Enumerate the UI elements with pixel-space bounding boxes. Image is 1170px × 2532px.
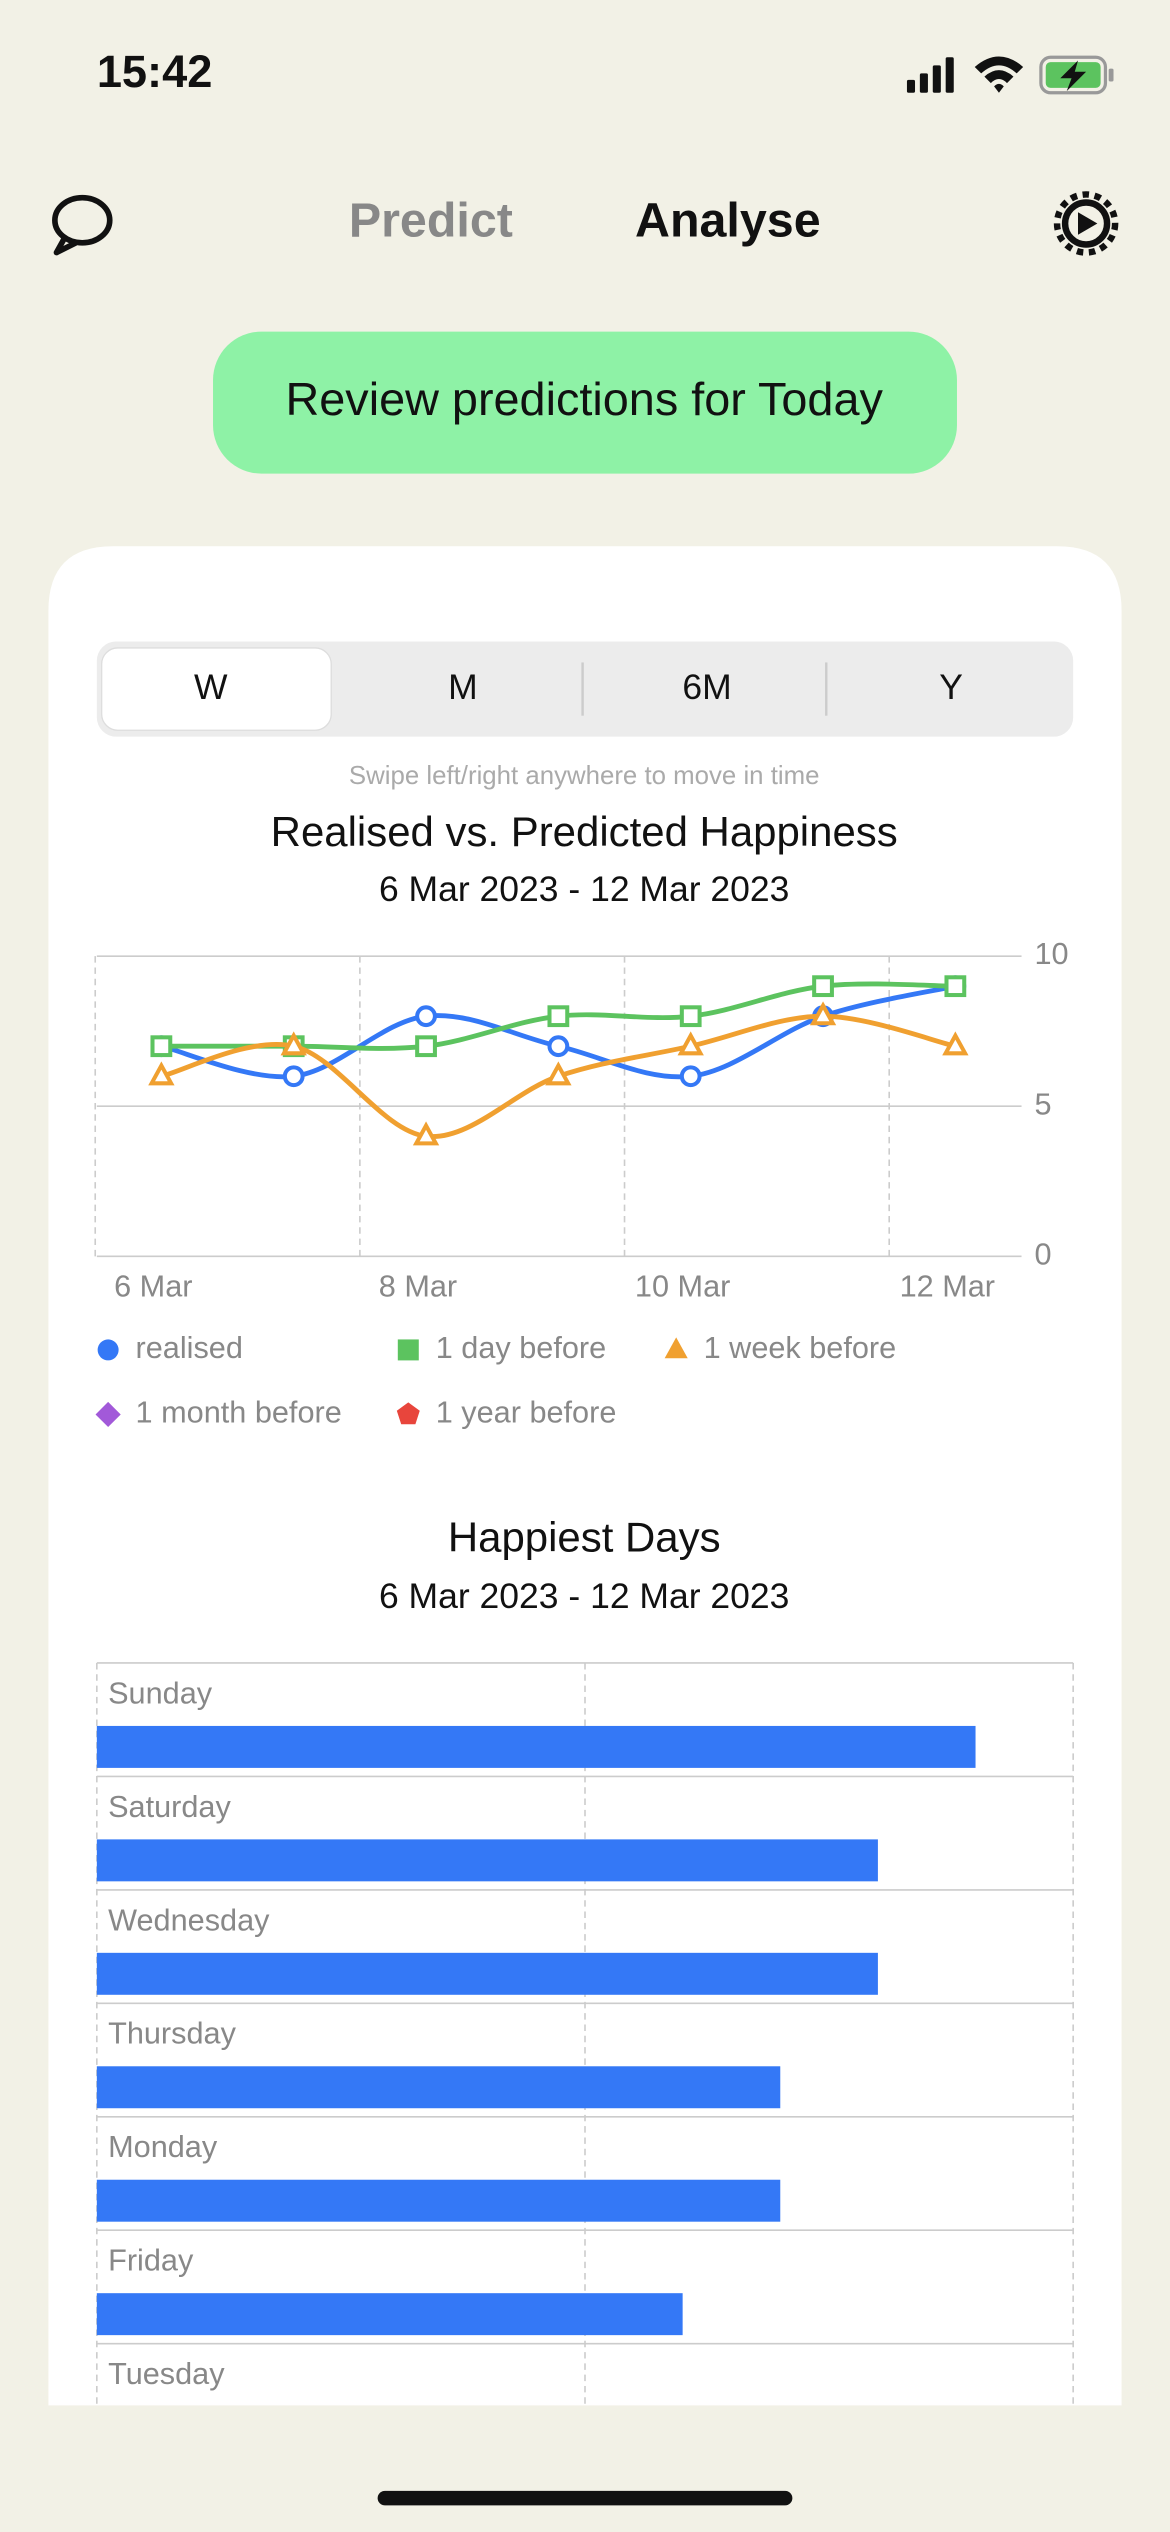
range-options: W M 6M Y	[101, 647, 963, 731]
marker	[664, 1337, 688, 1359]
chart-title: Happiest Days	[448, 1513, 721, 1560]
nav-tab[interactable]: Analyse	[635, 193, 821, 247]
status-icons	[906, 55, 1114, 95]
line-chart: Realised vs. Predicted Happiness 6 Mar 20…	[94, 808, 1069, 1430]
range-option[interactable]: Y	[939, 667, 963, 707]
legend-label: 1 week before	[704, 1331, 897, 1365]
marker	[809, 1001, 837, 1026]
marker	[547, 1005, 570, 1028]
marker	[679, 1005, 702, 1028]
range-option[interactable]: 6M	[682, 667, 731, 707]
category-label: Saturday	[108, 1790, 231, 1824]
marker	[545, 1061, 572, 1086]
x-tick-label: 6 Mar	[114, 1270, 192, 1304]
range-selector	[96, 641, 1074, 737]
bar	[96, 1725, 976, 1768]
y-tick-label: 0	[1034, 1237, 1051, 1271]
category-label: Tuesday	[108, 2357, 225, 2391]
marker	[282, 1065, 305, 1088]
hint: Swipe left/right anywhere to move in tim…	[349, 762, 820, 790]
marker	[942, 1031, 969, 1056]
marker	[148, 1061, 175, 1086]
nav-tabs: Predict Analyse	[349, 193, 821, 247]
x-tick-label: 10 Mar	[635, 1270, 730, 1304]
settings-icon[interactable]	[1053, 191, 1119, 256]
category-label: Monday	[108, 2130, 218, 2164]
review-button-label[interactable]: Review predictions for Today	[285, 373, 883, 425]
range-option[interactable]: W	[194, 667, 228, 707]
marker	[944, 975, 967, 998]
selected-option	[101, 647, 332, 731]
marker	[812, 975, 834, 998]
x-tick-label: 12 Mar	[900, 1270, 995, 1304]
marker	[677, 1031, 704, 1056]
legend-label: 1 month before	[136, 1396, 342, 1430]
marker	[415, 1035, 437, 1058]
card	[48, 546, 1122, 2406]
bar	[96, 2179, 781, 2222]
bar-chart: Happiest Days 6 Mar 2023 - 12 Mar 2023 Sun…	[96, 1513, 1074, 2406]
marker	[412, 1121, 440, 1146]
bar	[96, 2293, 683, 2336]
bar	[96, 1952, 878, 1995]
marker	[280, 1031, 307, 1056]
x-tick-label: 8 Mar	[379, 1270, 457, 1304]
chat-icon[interactable]	[52, 194, 113, 256]
marker	[95, 1401, 121, 1428]
status-time: 15:42	[97, 46, 213, 97]
marker	[150, 1035, 173, 1058]
category-label: Sunday	[108, 1676, 213, 1710]
chart-subtitle: 6 Mar 2023 - 12 Mar 2023	[379, 1576, 789, 1616]
bar	[96, 1839, 878, 1882]
marker	[397, 1339, 419, 1361]
bar	[96, 2066, 781, 2109]
review-button[interactable]	[213, 331, 957, 474]
range-option[interactable]: M	[448, 667, 478, 707]
home-indicator	[377, 2490, 793, 2506]
marker	[415, 1005, 437, 1028]
legend-label: realised	[136, 1331, 243, 1365]
marker	[97, 1339, 119, 1361]
y-tick-label: 5	[1034, 1087, 1051, 1121]
chart-title: Realised vs. Predicted Happiness	[271, 808, 898, 855]
marker	[396, 1402, 420, 1425]
category-label: Thursday	[108, 2017, 236, 2051]
nav-tab[interactable]: Predict	[349, 193, 513, 247]
marker	[679, 1065, 702, 1088]
category-label: Friday	[108, 2244, 194, 2278]
chart-subtitle: 6 Mar 2023 - 12 Mar 2023	[379, 869, 789, 909]
legend-label: 1 year before	[436, 1396, 617, 1430]
y-tick-label: 10	[1034, 937, 1068, 971]
legend-label: 1 day before	[436, 1331, 606, 1365]
category-label: Wednesday	[108, 1903, 270, 1937]
marker	[547, 1035, 570, 1058]
